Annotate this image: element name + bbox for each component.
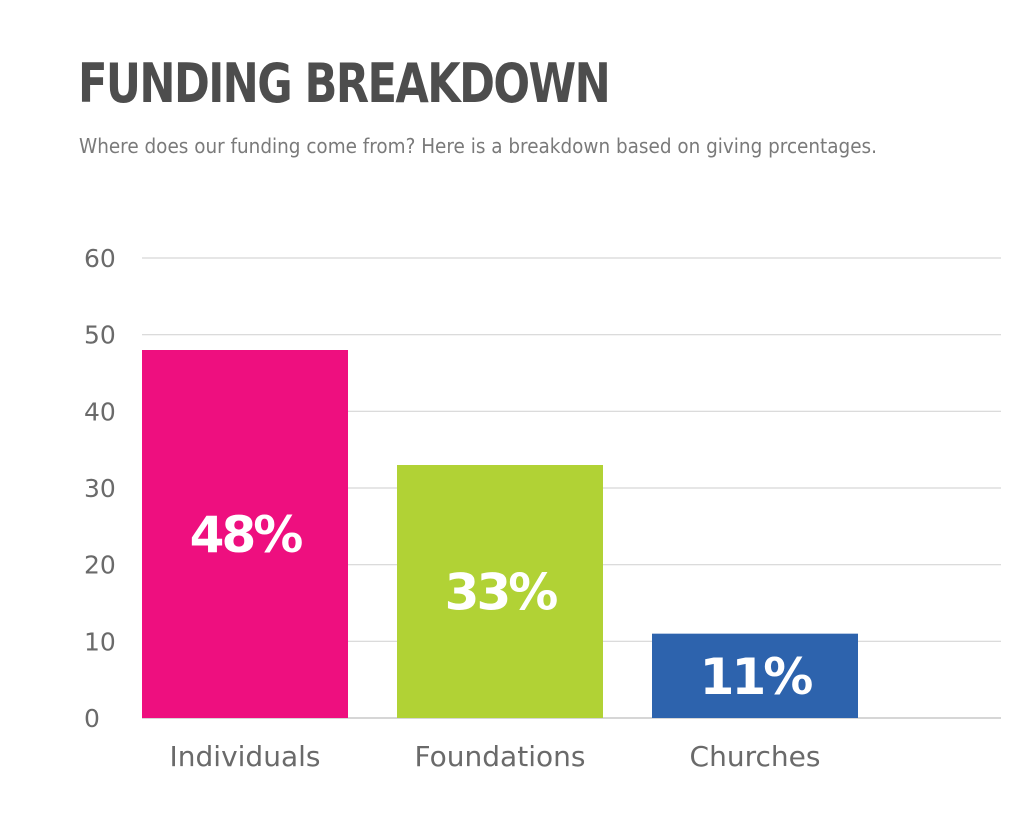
chart-title: FUNDING BREAKDOWN	[78, 52, 611, 115]
y-tick-label: 30	[84, 474, 116, 503]
x-category-label: Churches	[690, 740, 821, 773]
bar-individuals	[142, 350, 348, 718]
y-tick-label: 0	[84, 704, 100, 733]
data-label: 11%	[700, 648, 813, 706]
bar-foundations	[397, 465, 603, 718]
data-label: 48%	[190, 506, 303, 564]
x-category-label: Foundations	[415, 740, 586, 773]
y-tick-label: 10	[84, 627, 116, 656]
chart-subtitle: Where does our funding come from? Here i…	[79, 134, 877, 158]
x-category-label: Individuals	[170, 740, 321, 773]
y-tick-label: 50	[84, 321, 116, 350]
y-tick-label: 60	[84, 244, 116, 273]
y-tick-label: 40	[84, 397, 116, 426]
data-label: 33%	[445, 564, 558, 622]
bars: 48% 33% 11%	[142, 350, 858, 718]
x-axis-labels: Individuals Foundations Churches	[170, 740, 821, 773]
bar-churches	[652, 633, 858, 718]
y-axis-ticks: 0 10 20 30 40 50 60	[84, 244, 116, 733]
y-tick-label: 20	[84, 551, 116, 580]
